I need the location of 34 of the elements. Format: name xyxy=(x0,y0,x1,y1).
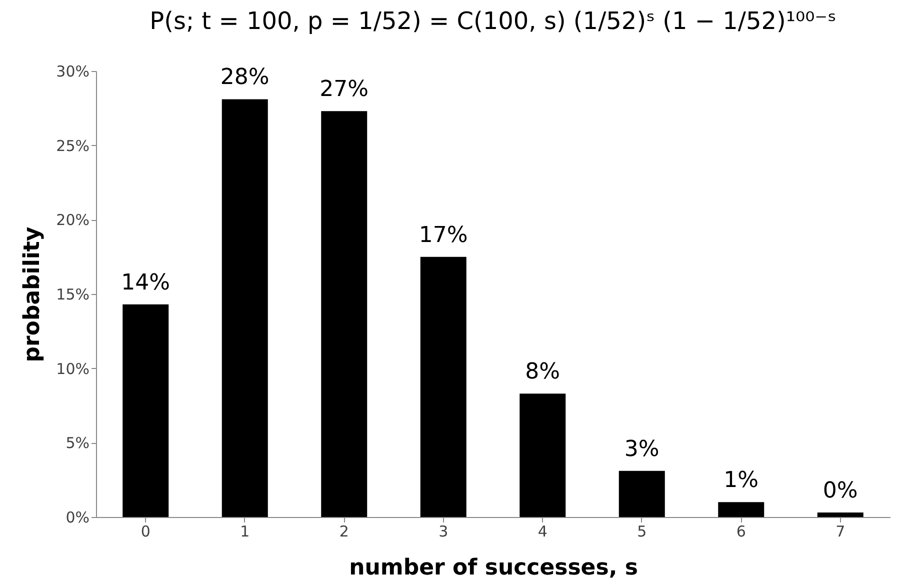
bar xyxy=(222,99,268,517)
x-tick-label: 6 xyxy=(736,522,746,540)
y-tick-label: 15% xyxy=(56,286,90,304)
bar xyxy=(122,304,169,517)
bar xyxy=(420,256,466,517)
data-label: 28% xyxy=(220,65,270,90)
data-label: 27% xyxy=(320,77,369,102)
y-tick-label: 10% xyxy=(56,360,90,378)
data-label: 17% xyxy=(418,222,468,248)
chart-title: P(s; t = 100, p = 1/52) = C(100, s) (1/52)ˢ (1 − 1/52)¹⁰⁰⁻ˢ xyxy=(150,7,836,35)
data-label: 0% xyxy=(822,478,858,504)
x-tick-label: 0 xyxy=(140,522,150,540)
x-axis-title: number of successes, s xyxy=(349,556,638,580)
data-label: 14% xyxy=(121,270,170,296)
x-tick-label: 3 xyxy=(438,522,448,540)
y-tick-label: 5% xyxy=(66,434,90,452)
bar xyxy=(718,502,764,517)
x-tick-label: 2 xyxy=(339,522,349,540)
bar xyxy=(618,470,665,517)
y-tick-label: 20% xyxy=(56,211,90,230)
x-tick-label: 7 xyxy=(836,522,846,540)
bar xyxy=(321,111,368,517)
x-tick-label: 5 xyxy=(637,522,647,540)
x-tick-label: 1 xyxy=(240,522,250,540)
y-axis-title: probability xyxy=(20,226,46,362)
data-label: 1% xyxy=(724,468,759,494)
data-label: 3% xyxy=(624,436,660,462)
bar xyxy=(520,394,566,517)
x-tick-label: 4 xyxy=(538,522,548,540)
y-tick-label: 30% xyxy=(56,62,90,80)
y-tick-label: 25% xyxy=(56,136,90,155)
y-tick-label: 0% xyxy=(66,508,90,526)
bar xyxy=(817,512,864,517)
data-label: 8% xyxy=(525,360,560,385)
